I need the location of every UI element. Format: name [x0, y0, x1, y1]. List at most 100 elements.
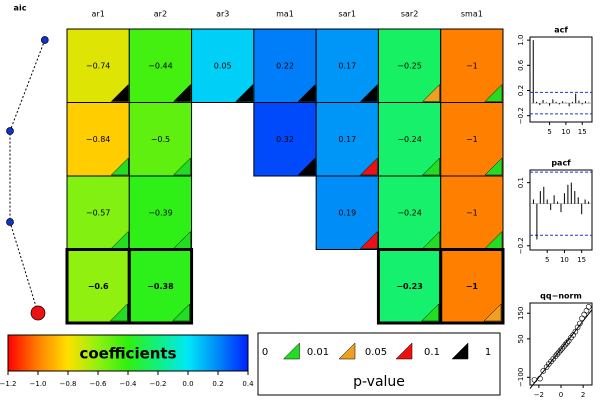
qq-point [555, 349, 562, 356]
pvalue-triangle [172, 83, 191, 102]
cell-label: 0.32 [276, 135, 294, 144]
pvalue-break-label: 0 [262, 347, 268, 358]
mini-frame [529, 302, 593, 386]
column-header: ar2 [154, 10, 167, 19]
pvalue-swatch [451, 342, 469, 360]
cell [65, 248, 131, 325]
pvalue-triangle [359, 157, 378, 176]
pvalue-triangle [484, 83, 503, 102]
x-tick-label: 15 [577, 256, 586, 264]
qq-point [577, 320, 583, 327]
y-tick-label: 0.2 [517, 85, 525, 96]
x-tick-label: 5 [547, 128, 551, 136]
cell-label: −0.23 [396, 282, 422, 291]
pvalue-triangle [422, 83, 440, 102]
x-tick-label: 15 [578, 128, 587, 136]
pvalue-break-label: 0.1 [424, 347, 440, 358]
pvalue-swatch [395, 342, 413, 360]
colorbar [7, 334, 249, 372]
cell [315, 175, 379, 250]
aic-dot [6, 127, 14, 135]
qq-point [581, 311, 588, 318]
cell-label: −0.57 [86, 208, 111, 217]
cell-label: 0.05 [214, 61, 232, 70]
cell-label: 0.17 [338, 135, 356, 144]
pvalue-break-label: 0.01 [307, 347, 329, 358]
pvalue-triangle [110, 83, 129, 102]
pvalue-legend-box [257, 332, 501, 396]
pvalue-triangle [297, 157, 316, 176]
qq-point [552, 353, 559, 360]
pvalue-triangle [297, 83, 316, 102]
x-tick-label: 5 [545, 256, 549, 264]
cell-label: −0.24 [397, 135, 422, 144]
colorbar-tick-label: −0.6 [90, 380, 108, 388]
cell-label: 0.19 [338, 208, 356, 217]
cell [440, 102, 504, 177]
qq-point [585, 304, 592, 310]
qq-point [554, 351, 560, 358]
cell [376, 248, 443, 325]
pvalue-swatch [282, 342, 300, 360]
cell-label: 0.22 [276, 61, 294, 70]
column-header: sar1 [339, 10, 356, 19]
mini-frame [529, 169, 593, 251]
qq-point [540, 368, 547, 374]
y-tick-label: 0.1 [517, 177, 525, 188]
column-header: sma1 [461, 10, 483, 19]
mini-frame [529, 36, 593, 123]
colorbar-tick-label: 0.0 [182, 380, 193, 388]
colorbar-tick-label: −0.2 [150, 380, 167, 388]
y-tick-label: 150 [517, 307, 525, 320]
cell [66, 175, 130, 250]
pvalue-break-label: 0.05 [365, 347, 387, 358]
qq-point [564, 339, 570, 346]
pvalue-triangle [171, 303, 190, 322]
colorbar-tick-label: 0.2 [212, 380, 223, 388]
y-tick-label: 50 [517, 334, 525, 343]
cell [128, 175, 193, 250]
cell-label: −0.74 [86, 61, 111, 70]
pvalue-triangle [421, 303, 439, 322]
qq-point [562, 341, 569, 348]
qq-point [560, 343, 567, 350]
pvalue-triangle [359, 83, 378, 102]
pvalue-triangle [109, 303, 128, 322]
pvalue-swatch [338, 342, 356, 360]
aic-line [9, 39, 46, 314]
cell [439, 248, 505, 325]
cell [377, 102, 442, 177]
qq-point [531, 377, 538, 383]
pvalue-legend-title: p-value [353, 374, 405, 390]
cell-label: −1 [466, 208, 478, 217]
cell [191, 28, 255, 103]
column-header: sar2 [401, 10, 418, 19]
pvalue-triangle [484, 157, 503, 176]
cell [377, 175, 442, 250]
mini-title: acf [554, 26, 568, 35]
cell-label: −0.44 [148, 61, 173, 70]
qq-point [572, 328, 579, 335]
x-tick-label: 2 [581, 391, 585, 399]
qq-line [529, 309, 593, 389]
cell-label: −0.6 [88, 282, 109, 291]
column-header: ar3 [216, 10, 229, 19]
aic-dot [6, 218, 14, 226]
x-tick-label: 10 [560, 256, 569, 264]
cell [315, 28, 379, 103]
x-tick-label: 0 [559, 391, 563, 399]
y-tick-label: 0.6 [517, 59, 525, 71]
mini-title: qq−norm [540, 292, 582, 301]
cell-label: −0.25 [397, 61, 422, 70]
mini-title: pacf [551, 159, 571, 168]
cell [315, 102, 379, 177]
cell [440, 28, 504, 103]
y-tick-label: −100 [517, 368, 525, 387]
cell [128, 102, 193, 177]
qq-point [579, 315, 585, 322]
colorbar-title: coefficients [79, 345, 176, 363]
qq-point [537, 375, 543, 382]
cell [440, 175, 504, 250]
y-tick-label: −0.2 [517, 237, 525, 254]
